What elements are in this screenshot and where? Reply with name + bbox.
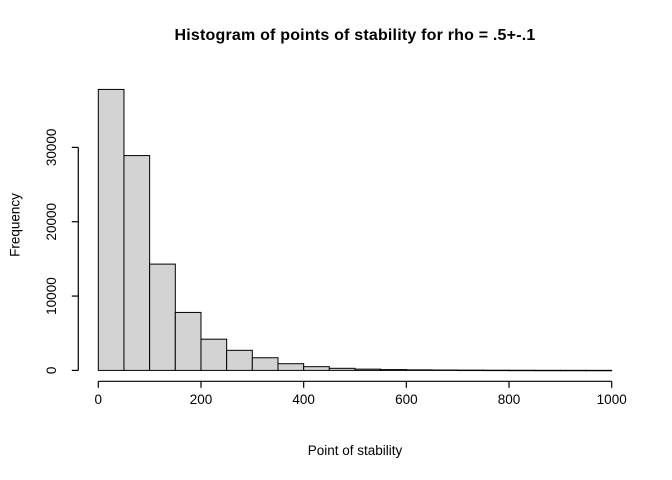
x-axis-tick-label: 600 — [395, 392, 418, 407]
histogram-bar — [354, 368, 382, 371]
chart-title: Histogram of points of stability for rho… — [174, 27, 536, 44]
histogram-bar — [226, 349, 253, 371]
histogram-bar — [200, 338, 228, 371]
x-axis-tick-label: 400 — [292, 392, 315, 407]
y-axis-tick-label: 10000 — [44, 277, 59, 315]
histogram-bar — [277, 363, 305, 371]
histogram-bar — [149, 263, 176, 371]
histogram-bar — [303, 366, 330, 371]
y-axis-tick-label: 30000 — [44, 129, 59, 167]
histogram-bar — [97, 88, 125, 371]
histogram-bar — [123, 155, 151, 371]
y-axis-tick-label: 20000 — [44, 203, 59, 241]
histogram-bar — [328, 367, 356, 371]
x-axis-label: Point of stability — [307, 443, 403, 458]
x-axis-tick-label: 800 — [498, 392, 521, 407]
x-axis-tick-label: 1000 — [597, 392, 627, 407]
y-axis-label: Frequency — [7, 193, 23, 257]
histogram-bar — [174, 311, 202, 371]
y-axis-tick-label: 0 — [44, 367, 59, 375]
x-axis-tick-label: 0 — [95, 392, 103, 407]
histogram-bar — [405, 369, 433, 371]
x-axis-tick-label: 200 — [190, 392, 213, 407]
histogram-bar — [380, 369, 407, 371]
histogram-bar — [251, 357, 279, 371]
